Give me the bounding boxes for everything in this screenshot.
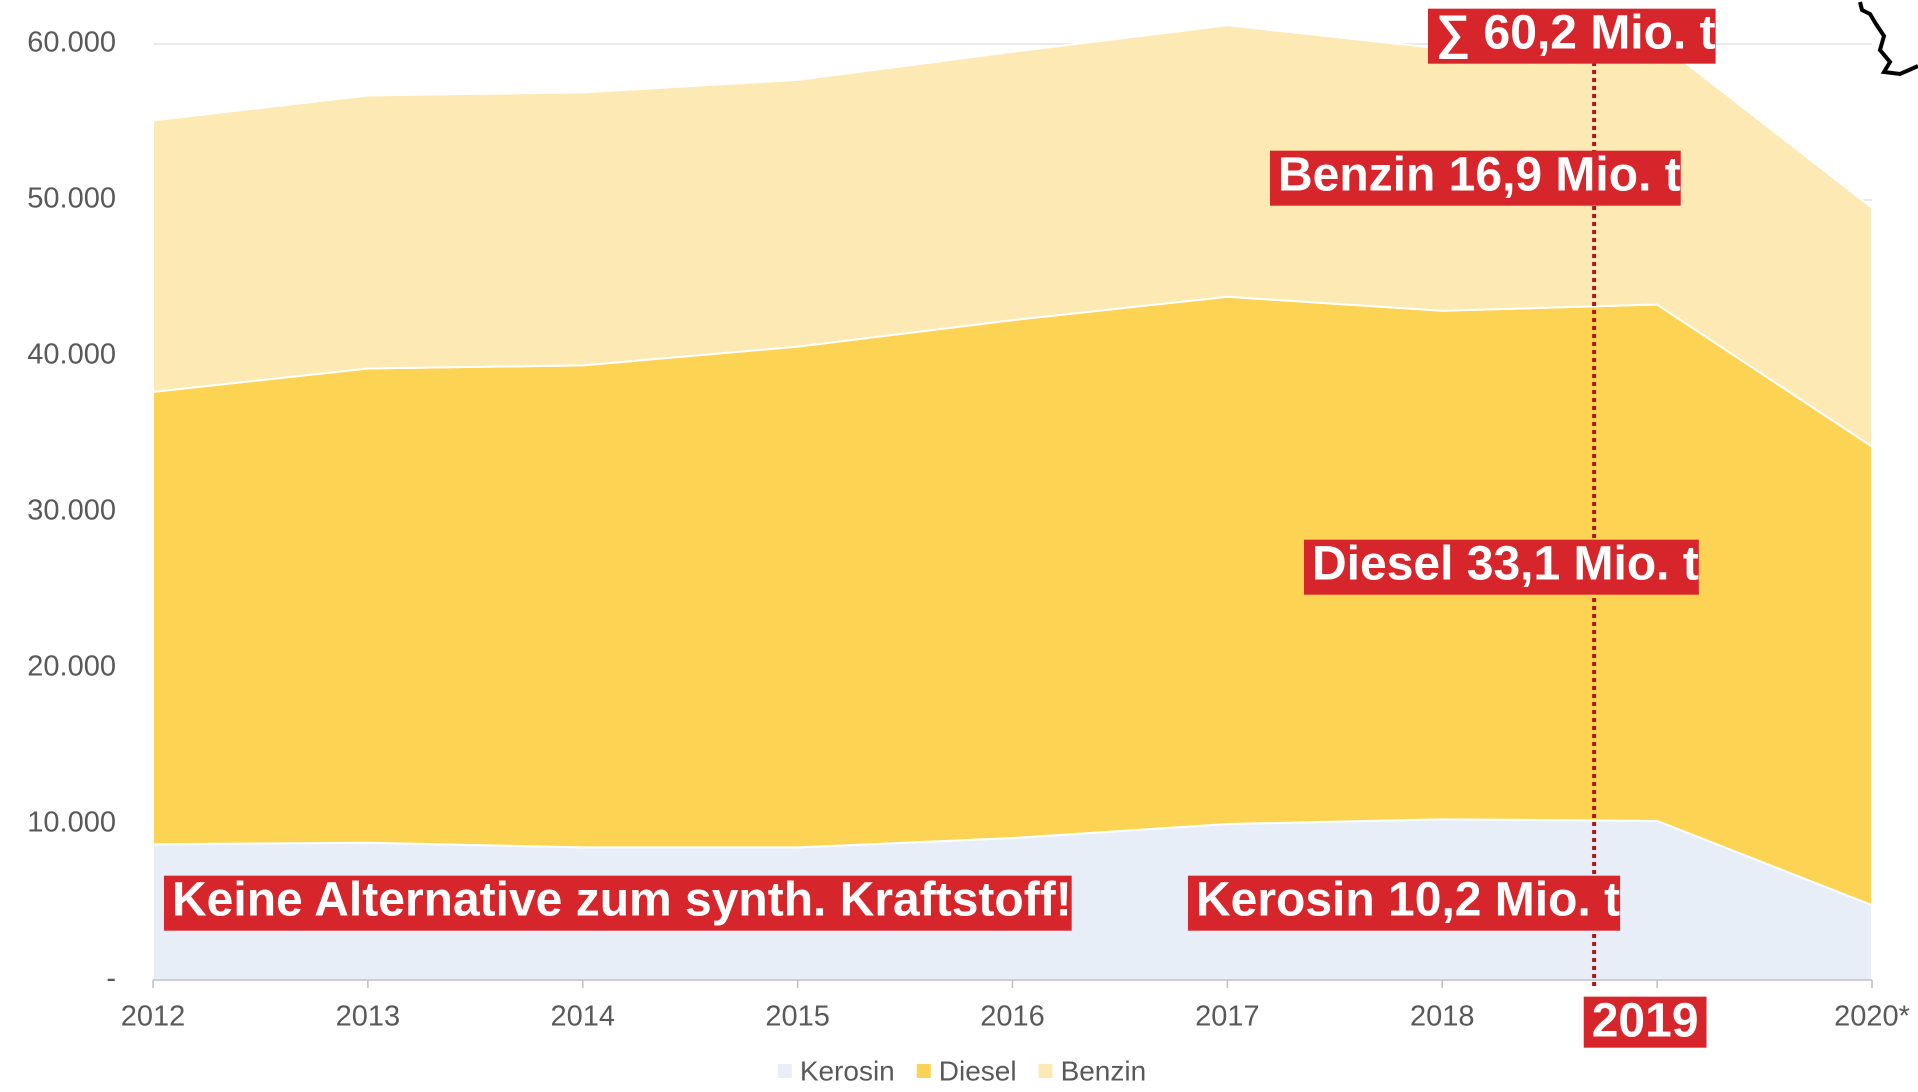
legend-label: Benzin bbox=[1061, 1055, 1147, 1086]
legend-swatch bbox=[777, 1064, 792, 1078]
y-tick-label: 20.000 bbox=[27, 651, 116, 683]
y-tick-label: 10.000 bbox=[27, 807, 116, 839]
annotation: Diesel 33,1 Mio. t bbox=[1312, 538, 1699, 591]
y-tick-label: 50.000 bbox=[27, 183, 116, 215]
annotation-box bbox=[164, 875, 1072, 931]
x-tick-label: 2015 bbox=[765, 1001, 830, 1033]
area bbox=[152, 295, 1873, 907]
x-tick-label-highlight: 2019 bbox=[1592, 995, 1699, 1048]
annotation: Keine Alternative zum synth. Kraftstoff! bbox=[172, 874, 1072, 927]
annotation-box bbox=[1188, 875, 1621, 931]
area bbox=[152, 24, 1873, 449]
legend-label: Diesel bbox=[939, 1055, 1017, 1086]
y-tick-label: - bbox=[106, 963, 116, 995]
highlight-box bbox=[1583, 996, 1707, 1048]
x-tick-label: 2017 bbox=[1195, 1001, 1260, 1033]
y-tick-label: 60.000 bbox=[27, 27, 116, 59]
annotation: Benzin 16,9 Mio. t bbox=[1278, 149, 1681, 202]
y-tick-label: 40.000 bbox=[27, 339, 116, 371]
annotation-box bbox=[1304, 539, 1699, 595]
x-tick-label: 2018 bbox=[1410, 1001, 1475, 1033]
map-outline bbox=[1858, 1, 1918, 77]
legend-swatch bbox=[1038, 1064, 1053, 1078]
x-tick-label: 2014 bbox=[550, 1001, 615, 1033]
x-tick-label: 2013 bbox=[336, 1001, 401, 1033]
legend-swatch bbox=[916, 1064, 931, 1078]
annotation: Kerosin 10,2 Mio. t bbox=[1196, 874, 1620, 927]
x-tick-label: 2012 bbox=[121, 1001, 186, 1033]
y-tick-label: 30.000 bbox=[27, 495, 116, 527]
annotation: ∑ 60,2 Mio. t bbox=[1436, 7, 1716, 60]
x-tick-label: 2020* bbox=[1834, 1001, 1910, 1033]
x-tick-label: 2016 bbox=[980, 1001, 1045, 1033]
annotation-box bbox=[1428, 8, 1716, 64]
legend-label: Kerosin bbox=[800, 1055, 895, 1086]
annotation-box bbox=[1270, 150, 1681, 206]
areas bbox=[152, 24, 1873, 981]
